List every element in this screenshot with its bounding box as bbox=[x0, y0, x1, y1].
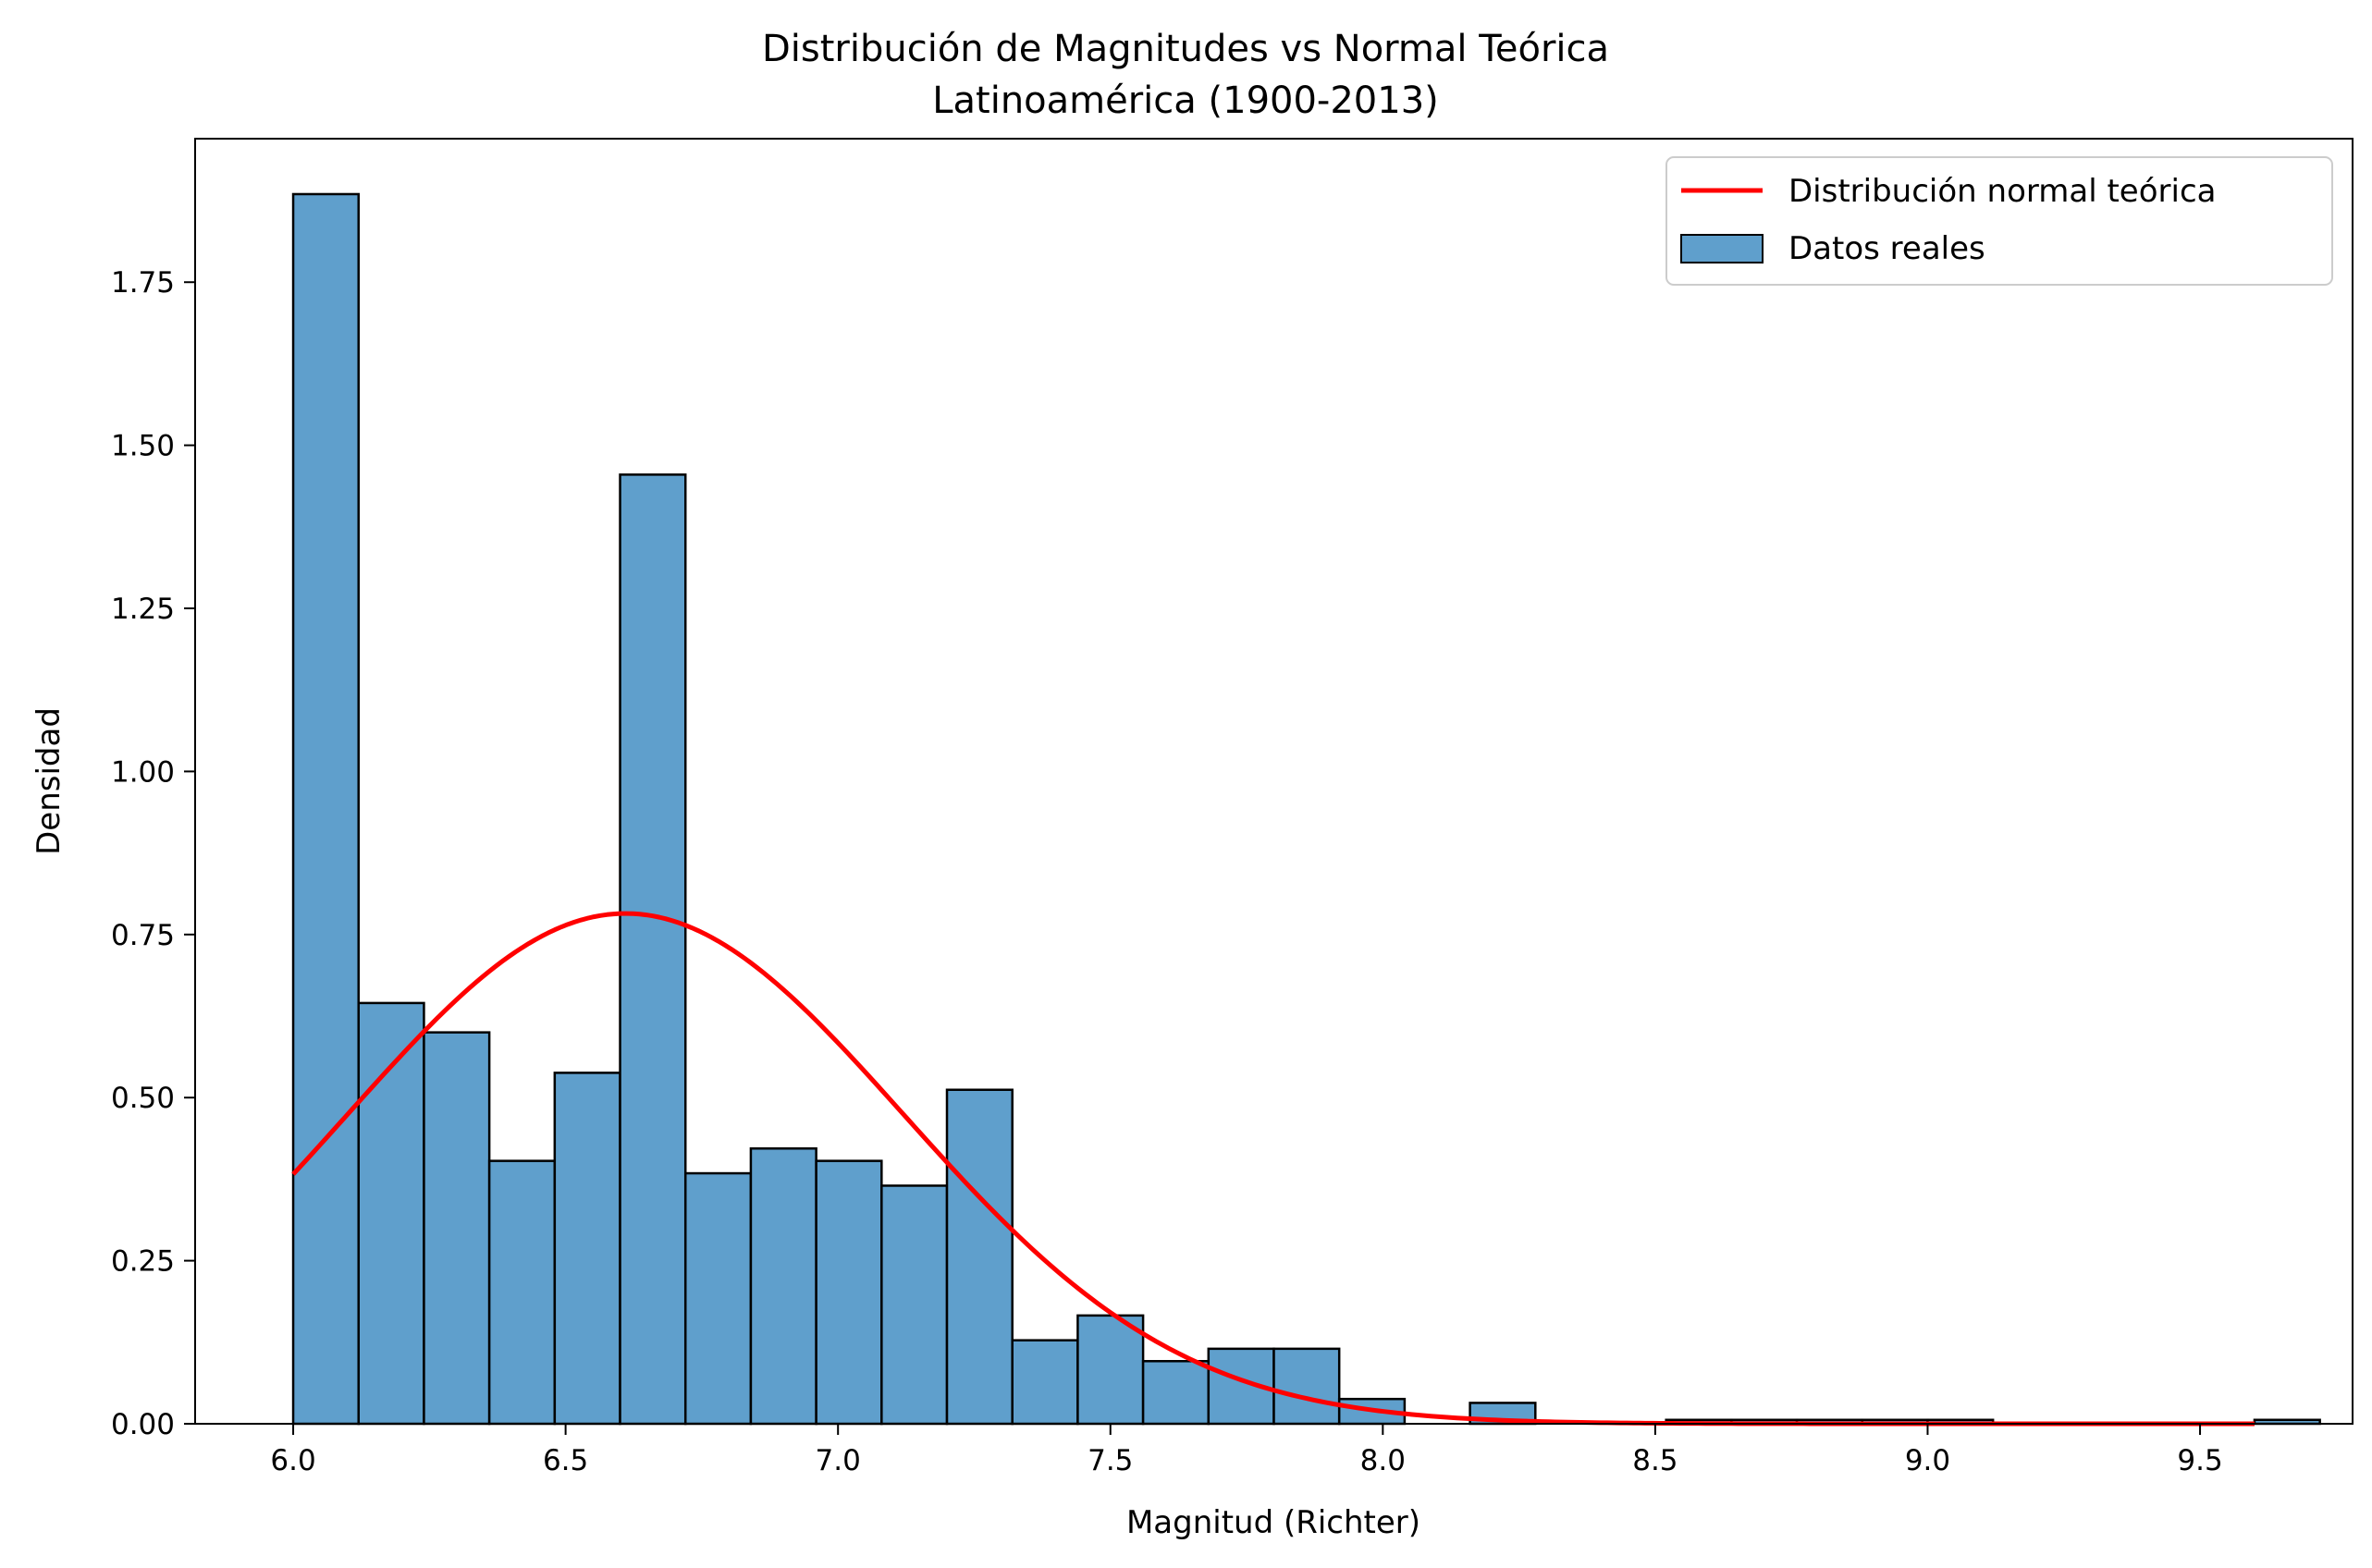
histogram-bar bbox=[487, 1159, 557, 1426]
plot-frame bbox=[194, 138, 2354, 1425]
histogram-bar bbox=[1076, 1314, 1145, 1426]
y-tick-label: 0.50 bbox=[111, 1082, 175, 1115]
legend-entry-normal: Distribución normal teórica bbox=[1788, 173, 2216, 210]
legend: Distribución normal teórica Datos reales bbox=[1665, 156, 2333, 286]
histogram-bar bbox=[945, 1088, 1014, 1426]
histogram-bar bbox=[619, 473, 687, 1426]
x-tick-label: 6.0 bbox=[270, 1444, 315, 1477]
histogram-bar bbox=[291, 192, 360, 1426]
histogram-bar bbox=[1272, 1347, 1341, 1426]
chart-title: Distribución de Magnitudes vs Normal Teó… bbox=[762, 28, 1609, 70]
histogram-bar bbox=[357, 1001, 425, 1426]
x-tick-label: 9.0 bbox=[1905, 1444, 1950, 1477]
y-tick-label: 1.25 bbox=[111, 593, 175, 626]
histogram-bar bbox=[683, 1171, 753, 1426]
histogram-bar bbox=[815, 1159, 883, 1426]
histogram-bar bbox=[749, 1146, 817, 1426]
x-tick-label: 8.0 bbox=[1360, 1444, 1406, 1477]
histogram-bars bbox=[291, 192, 2321, 1426]
y-tick-label: 1.50 bbox=[111, 430, 175, 463]
x-axis: 6.0 6.5 7.0 7.5 8.0 8.5 9.0 9.5 bbox=[270, 1424, 2223, 1477]
y-axis-label: Densidad bbox=[31, 707, 68, 855]
y-tick-label: 0.00 bbox=[111, 1408, 175, 1441]
histogram-bar bbox=[880, 1184, 949, 1426]
legend-entry-data: Datos reales bbox=[1788, 230, 1985, 267]
chart-subtitle: Latinoamérica (1900-2013) bbox=[932, 80, 1439, 122]
histogram-bar bbox=[423, 1031, 491, 1426]
x-tick-label: 8.5 bbox=[1632, 1444, 1678, 1477]
histogram-bar bbox=[553, 1072, 621, 1426]
x-axis-label: Magnitud (Richter) bbox=[1126, 1504, 1420, 1541]
x-tick-label: 7.0 bbox=[816, 1444, 861, 1477]
x-tick-label: 9.5 bbox=[2177, 1444, 2222, 1477]
x-tick-label: 7.5 bbox=[1088, 1444, 1133, 1477]
y-tick-label: 1.00 bbox=[111, 755, 175, 789]
histogram-bar bbox=[1141, 1360, 1211, 1426]
legend-bar-swatch bbox=[1680, 234, 1764, 263]
y-axis: 0.00 0.25 0.50 0.75 1.00 1.25 1.50 1.75 bbox=[111, 266, 195, 1441]
y-tick-label: 0.25 bbox=[111, 1245, 175, 1279]
y-tick-label: 1.75 bbox=[111, 266, 175, 300]
legend-box bbox=[1665, 156, 2333, 286]
histogram-bar bbox=[1011, 1339, 1079, 1426]
x-tick-label: 6.5 bbox=[543, 1444, 588, 1477]
y-tick-label: 0.75 bbox=[111, 919, 175, 952]
